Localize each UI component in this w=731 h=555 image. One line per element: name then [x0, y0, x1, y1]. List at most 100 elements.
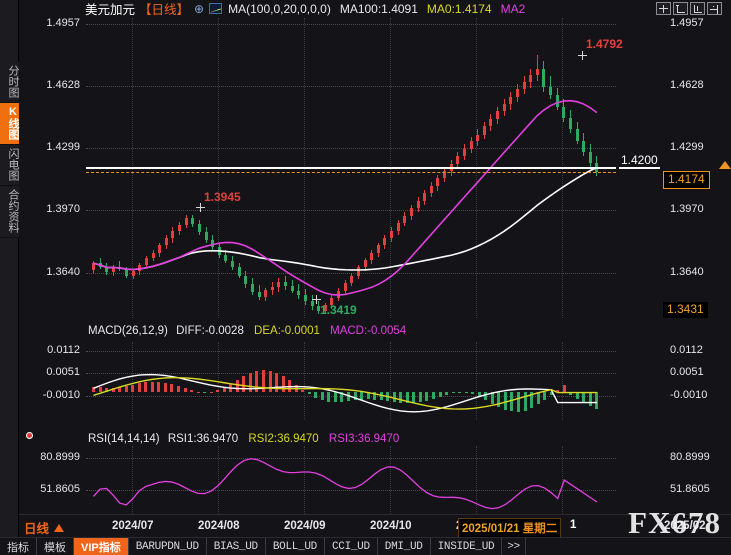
toolbar-item-boll-ud[interactable]: BOLL_UD	[266, 538, 325, 555]
date-axis-label: 2024/09	[284, 520, 326, 532]
crosshair-icon[interactable]: ⊕	[194, 1, 205, 16]
rsi-axis-label-left: 80.8999	[40, 451, 80, 464]
grid-line-h	[86, 86, 616, 88]
candlestick	[476, 129, 480, 147]
sidebar-item-timeline[interactable]: 分时图	[0, 62, 19, 103]
toolbar-item-[interactable]: 模板	[37, 538, 74, 555]
macd-histogram-bar	[595, 392, 599, 409]
bottom-price-label: 1.3431	[663, 302, 708, 318]
macd-histogram-bar	[353, 392, 357, 401]
candlestick	[416, 197, 420, 213]
grid-line-h	[86, 350, 616, 352]
rsi-axis-label-right: 51.8605	[670, 483, 710, 496]
rsi-chart-panel[interactable]	[86, 446, 616, 514]
move-icon[interactable]	[656, 2, 671, 15]
grid-line-v	[390, 342, 391, 420]
candlestick	[376, 242, 380, 257]
rsi-axis-label-right: 80.8999	[670, 451, 710, 464]
candle-body	[270, 286, 274, 291]
macd-histogram-bar	[490, 392, 494, 404]
candlestick	[184, 215, 188, 229]
candlestick	[158, 242, 162, 257]
candlestick	[456, 151, 460, 168]
macd-histogram-bar	[569, 392, 573, 396]
candle-body	[476, 134, 480, 141]
rsi-line	[93, 458, 598, 510]
toolbar-item-[interactable]: >>	[502, 538, 526, 555]
grid-line-h	[86, 210, 616, 212]
candlestick	[363, 257, 367, 271]
candlestick	[496, 106, 500, 124]
current-price-label[interactable]: 1.4174	[663, 170, 710, 189]
sidebar-item-kline[interactable]: K线图	[0, 103, 19, 145]
macd-histogram-bar	[98, 387, 102, 393]
candlestick	[237, 263, 241, 279]
macd-histogram-bar	[562, 385, 566, 393]
macd-histogram-bar	[556, 389, 560, 393]
price-axis-label-left: 1.4628	[46, 79, 80, 92]
candlestick	[111, 265, 115, 277]
toolbar-item-[interactable]: 指标	[0, 538, 37, 555]
macd-histogram-bar	[477, 392, 481, 397]
align-right-icon[interactable]	[690, 2, 705, 15]
mini-chart-icon[interactable]	[209, 3, 223, 14]
period-selector[interactable]: 日线	[24, 518, 65, 537]
candlestick	[582, 133, 586, 156]
candle-body	[522, 82, 526, 90]
candlestick	[131, 268, 135, 280]
candlestick	[356, 265, 360, 280]
price-chart-panel[interactable]	[86, 18, 616, 318]
expand-icon[interactable]	[707, 2, 722, 15]
macd-histogram-bar	[432, 392, 435, 399]
rsi3-value: RSI3:36.9470	[328, 433, 400, 445]
sun-indicator-icon[interactable]	[23, 429, 36, 442]
grid-line-v	[476, 342, 477, 420]
macd-histogram-bar	[451, 392, 455, 394]
price-line-label: 1.4200	[619, 153, 660, 170]
macd-histogram-bar	[177, 386, 180, 393]
macd-axis-label-right: 0.0051	[670, 366, 704, 379]
sidebar-item-lightning[interactable]: 闪电图	[0, 145, 19, 186]
date-axis-label: 2024/08	[198, 520, 240, 532]
price-axis-label-right: 1.3970	[670, 203, 704, 216]
candle-body	[290, 286, 294, 291]
date-axis[interactable]: 2024/072024/082024/092024/102024/112025/…	[19, 514, 731, 538]
toolbar-item-inside-ud[interactable]: INSIDE_UD	[431, 538, 503, 555]
candlestick	[310, 295, 314, 311]
candle-body	[549, 86, 552, 96]
toolbar-item-vip[interactable]: VIP指标	[74, 538, 129, 555]
toolbar-item-cci-ud[interactable]: CCI_UD	[325, 538, 378, 555]
candle-body	[443, 170, 447, 178]
candlestick	[330, 295, 334, 309]
candle-body	[171, 231, 175, 239]
align-left-icon[interactable]	[673, 2, 688, 15]
price-axis-label-right: 1.4299	[670, 141, 704, 154]
toolbar-item-barupdn-ud[interactable]: BARUPDN_UD	[129, 538, 207, 555]
candlestick	[403, 212, 407, 227]
price-axis-label-right: 1.4628	[670, 79, 704, 92]
candle-body	[264, 290, 268, 297]
grid-line-v	[218, 446, 219, 514]
rsi-lines	[93, 458, 598, 510]
macd-histogram-bar	[307, 392, 311, 395]
toolbar-item-dmi-ud[interactable]: DMI_UD	[378, 538, 431, 555]
candlestick	[489, 114, 493, 132]
candle-body	[144, 257, 148, 266]
macd-axis-label-left: 0.0112	[47, 343, 80, 356]
macd-axis-label-right: 0.0112	[670, 343, 703, 356]
macd-histogram-bar	[209, 391, 213, 393]
candlestick	[575, 121, 579, 145]
candle-body	[178, 225, 182, 232]
candle-body	[356, 267, 360, 276]
macd-chart-panel[interactable]	[86, 342, 616, 420]
candle-body	[284, 281, 288, 287]
candlestick	[297, 284, 301, 300]
toolbar-item-bias-ud[interactable]: BIAS_UD	[207, 538, 266, 555]
macd-histogram-bar	[543, 392, 547, 400]
macd-histogram-bar	[216, 390, 220, 393]
macd-lines	[93, 373, 597, 413]
candle-body	[197, 224, 201, 233]
sidebar-item-contract-info[interactable]: 合约资料	[0, 186, 19, 238]
macd-histogram-bar	[235, 380, 239, 393]
candlestick	[171, 227, 175, 243]
